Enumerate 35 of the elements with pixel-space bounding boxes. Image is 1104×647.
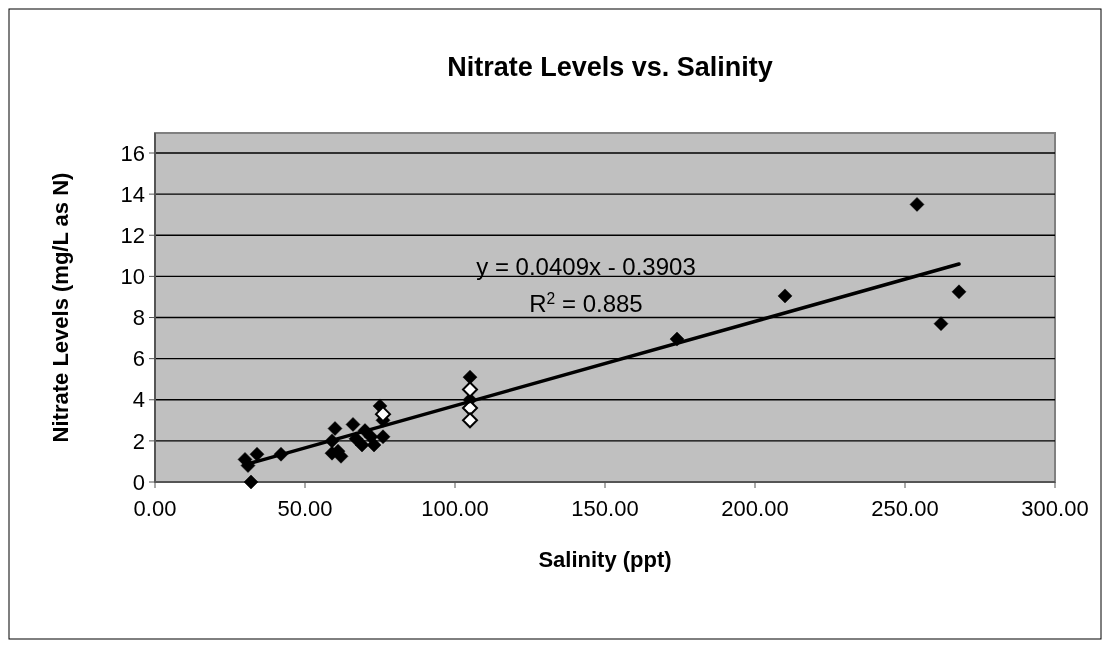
y-tick-label: 6	[132, 346, 145, 372]
point	[375, 429, 391, 445]
point	[462, 381, 478, 398]
annotation: R$^{2}$ = 0.885	[529, 289, 643, 317]
point	[951, 284, 967, 300]
y-tick-label: 16	[120, 140, 145, 166]
y-tick-label: 2	[132, 428, 145, 454]
x-tick-label: 0.00	[133, 496, 177, 521]
point	[327, 421, 343, 436]
point	[345, 417, 361, 432]
point	[249, 446, 265, 462]
annotation: y = 0.0409x - 0.3903	[476, 253, 696, 280]
x-axis-title: Salinity (ppt)	[538, 547, 672, 572]
point	[243, 474, 259, 490]
x-tick-label: 300.00	[1021, 496, 1089, 521]
y-tick-label: 10	[120, 264, 145, 290]
y-tick-label: 14	[120, 181, 145, 207]
point	[366, 437, 382, 453]
x-tick-label: 100.00	[421, 496, 489, 521]
x-tick-label: 50.00	[277, 496, 333, 521]
y-tick-label: 0	[132, 469, 145, 495]
x-tick-label: 250.00	[871, 496, 939, 521]
point	[462, 412, 478, 429]
chart-title: Nitrate Levels vs. Salinity	[447, 52, 773, 82]
point	[462, 369, 478, 385]
point	[777, 288, 793, 304]
x-tick-label: 150.00	[571, 496, 639, 521]
point	[933, 316, 949, 331]
y-tick-label: 8	[132, 305, 145, 331]
y-tick-label: 12	[120, 222, 145, 248]
x-tick-label: 200.00	[721, 496, 789, 521]
y-tick-label: 4	[132, 387, 145, 413]
y-axis-title: Nitrate Levels (mg/L as N)	[48, 172, 73, 443]
point	[909, 197, 925, 212]
point	[354, 437, 370, 453]
